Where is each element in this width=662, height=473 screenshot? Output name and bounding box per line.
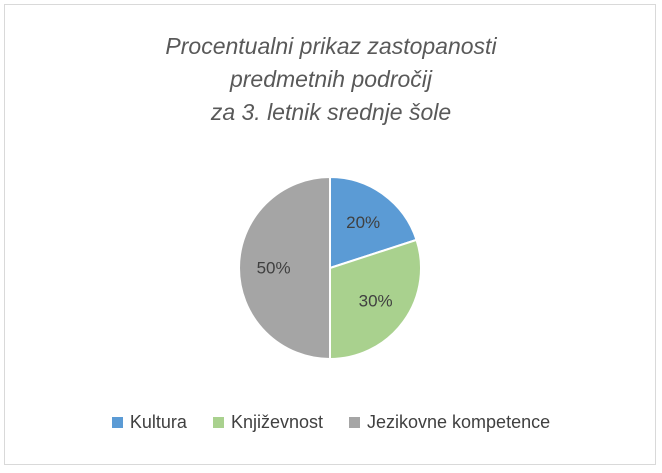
pie-slice-kultura (329, 176, 418, 269)
pie-slice-jezikovne-kompetence (238, 176, 331, 360)
chart-title: Procentualni prikaz zastopanosti predmet… (0, 30, 662, 129)
chart-title-line-3: za 3. letnik srednje šole (210, 99, 452, 125)
legend-label-knjizevnost: Književnost (230, 412, 323, 432)
legend-swatch-jezikovne-kompetence (349, 417, 360, 428)
legend-label-jezikovne-kompetence: Jezikovne kompetence (367, 412, 551, 432)
legend-item-jezikovne-kompetence: Jezikovne kompetence (349, 412, 550, 433)
data-label-kultura: 20% (346, 213, 380, 232)
legend-swatch-kultura (111, 417, 123, 428)
legend-swatch-knjizevnost (212, 417, 224, 428)
chart-title-line-1: Procentualni prikaz zastopanosti (165, 33, 497, 59)
legend-label-kultura: Kultura (129, 412, 187, 432)
chart-title-line-2: predmetnih področij (229, 66, 432, 92)
data-label-jezikovne-kompetence: 50% (257, 259, 291, 278)
pie-slice-knjizevnost (329, 238, 422, 360)
legend-item-knjizevnost: Književnost (212, 412, 323, 433)
data-label-knjizevnost: 30% (359, 292, 393, 311)
chart-legend: Kultura Književnost Jezikovne kompetence (0, 412, 662, 433)
legend-item-kultura: Kultura (111, 412, 187, 433)
